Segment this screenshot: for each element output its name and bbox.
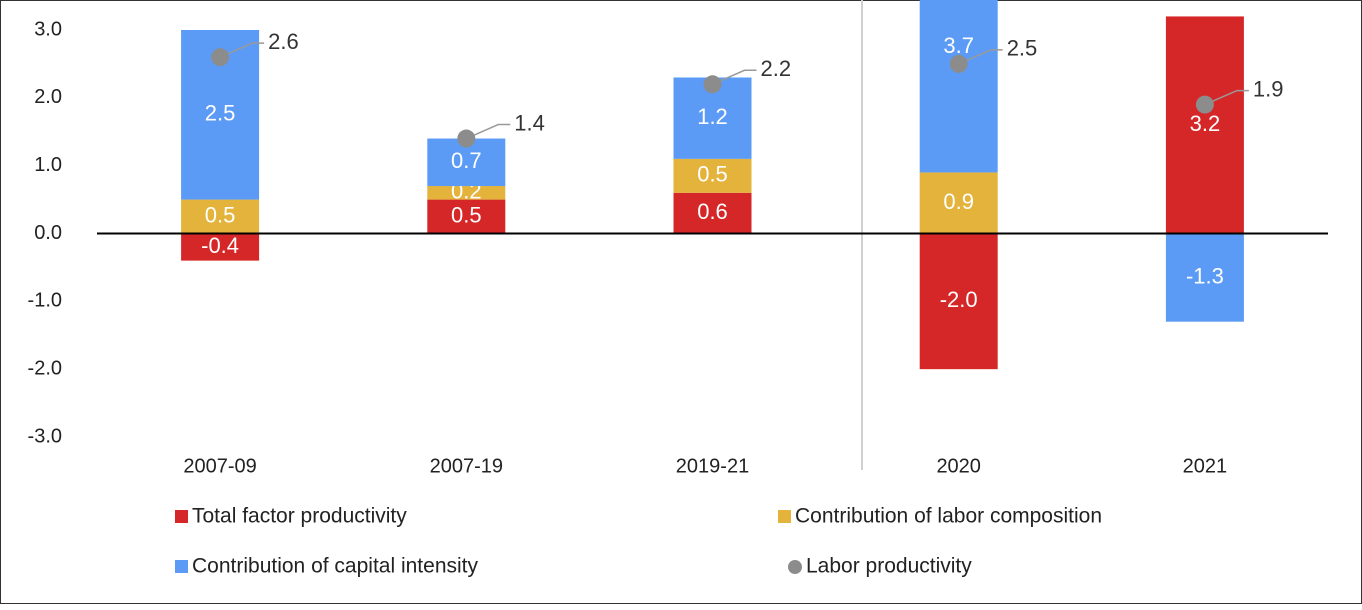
dot-label: 2.5 (1007, 36, 1038, 61)
legend-label: Total factor productivity (192, 505, 407, 528)
bar-segment (427, 186, 506, 200)
bar-segment (673, 158, 752, 193)
y-tick-label: 3.0 (34, 18, 62, 40)
dot-label: 2.2 (761, 56, 792, 81)
legend-key (778, 510, 791, 523)
dot (949, 54, 968, 73)
data-label: -1.3 (1186, 263, 1224, 288)
bar-segment (919, 233, 998, 370)
dot-label: 2.6 (268, 29, 299, 54)
data-label: 0.9 (943, 189, 974, 214)
data-label: 0.7 (451, 148, 482, 173)
leader-line (712, 69, 757, 85)
bar-segment (673, 192, 752, 234)
y-tick-label: 1.0 (34, 154, 62, 176)
y-tick-label: 0.0 (34, 222, 62, 244)
bar-segment (919, 0, 998, 173)
data-label: 3.2 (1190, 111, 1221, 136)
dot (211, 48, 230, 67)
dot-label: 1.9 (1253, 76, 1284, 101)
y-tick-label: -3.0 (28, 425, 62, 447)
legend-label: Contribution of capital intensity (192, 555, 478, 578)
data-label: 0.5 (205, 202, 236, 227)
bar-segment (181, 233, 260, 261)
legend-label: Labor productivity (806, 555, 972, 578)
leader-line (1204, 89, 1249, 106)
leader-line (958, 49, 1003, 65)
data-label: 1.2 (697, 104, 728, 129)
legend-key (175, 560, 188, 573)
x-tick-label: 2020 (936, 455, 981, 477)
dot (457, 129, 476, 148)
y-tick-label: -2.0 (28, 357, 62, 379)
x-tick-label: 2007-09 (183, 455, 256, 477)
data-label: 3.7 (943, 33, 974, 58)
legend-label: Contribution of labor composition (795, 505, 1102, 528)
data-label: 0.5 (697, 162, 728, 187)
dot (1195, 95, 1214, 114)
legend-key (175, 510, 188, 523)
x-tick-label: 2021 (1183, 455, 1228, 477)
bar-segment (1165, 233, 1244, 322)
leader-line (219, 42, 265, 58)
dot (703, 75, 722, 94)
bar-segment (427, 199, 506, 234)
y-tick-label: 2.0 (34, 86, 62, 108)
y-tick-label: -1.0 (28, 290, 62, 312)
leader-line (465, 123, 511, 140)
data-label: 0.6 (697, 199, 728, 224)
data-label: 0.5 (451, 202, 482, 227)
data-label: -2.0 (940, 287, 978, 312)
bar-segment (1165, 16, 1244, 234)
x-tick-label: 2019-21 (676, 455, 749, 477)
legend-key (788, 560, 802, 574)
data-label: 2.5 (205, 101, 236, 126)
bar-segment (181, 199, 260, 234)
dot-label: 1.4 (514, 110, 545, 135)
bar-segment (919, 172, 998, 234)
x-tick-label: 2007-19 (430, 455, 503, 477)
data-label: -0.4 (201, 233, 239, 258)
